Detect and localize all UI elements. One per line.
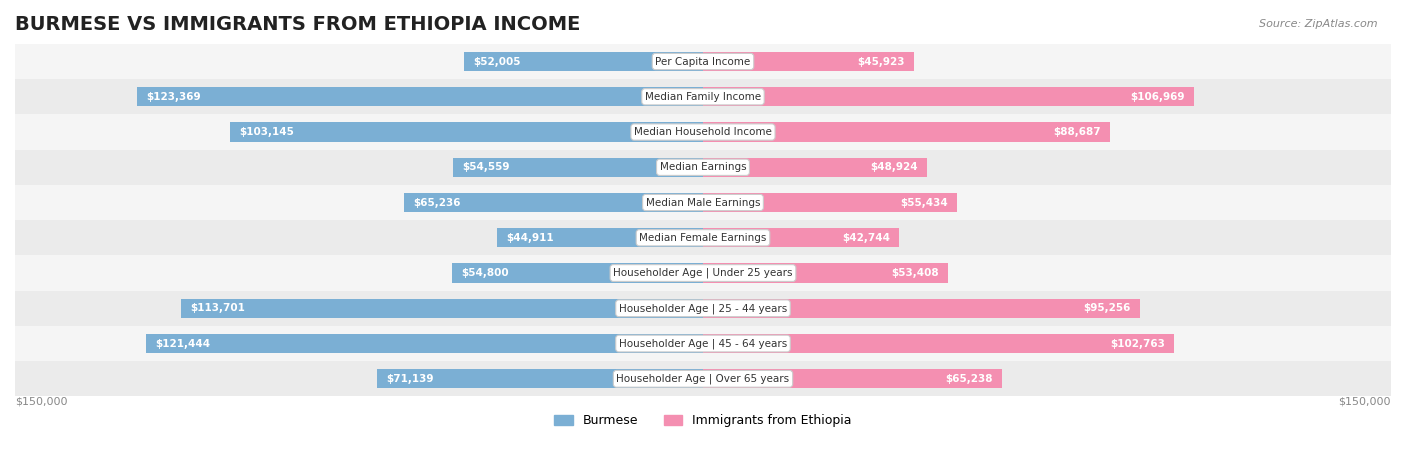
Bar: [146, 334, 703, 353]
Bar: [138, 87, 703, 106]
Bar: [451, 263, 703, 283]
Text: $53,408: $53,408: [891, 268, 939, 278]
Bar: [15, 114, 1391, 149]
Bar: [453, 157, 703, 177]
Bar: [15, 326, 1391, 361]
Text: $150,000: $150,000: [1339, 396, 1391, 406]
Bar: [464, 52, 703, 71]
Bar: [15, 44, 1391, 79]
Text: $55,434: $55,434: [900, 198, 948, 207]
Text: $54,559: $54,559: [463, 162, 509, 172]
Text: Householder Age | 45 - 64 years: Householder Age | 45 - 64 years: [619, 338, 787, 349]
Bar: [15, 361, 1391, 396]
Text: $65,238: $65,238: [946, 374, 993, 384]
Text: $106,969: $106,969: [1130, 92, 1184, 102]
Bar: [377, 369, 703, 389]
Text: Per Capita Income: Per Capita Income: [655, 57, 751, 66]
Bar: [231, 122, 703, 142]
Text: $52,005: $52,005: [474, 57, 522, 66]
Bar: [703, 298, 1140, 318]
Text: $150,000: $150,000: [15, 396, 67, 406]
Bar: [703, 87, 1194, 106]
Bar: [404, 193, 703, 212]
Bar: [703, 228, 898, 248]
Text: Median Earnings: Median Earnings: [659, 162, 747, 172]
Text: $42,744: $42,744: [842, 233, 890, 243]
Legend: Burmese, Immigrants from Ethiopia: Burmese, Immigrants from Ethiopia: [550, 410, 856, 432]
Text: Householder Age | Over 65 years: Householder Age | Over 65 years: [616, 374, 790, 384]
Bar: [15, 149, 1391, 185]
Bar: [703, 193, 957, 212]
Text: Source: ZipAtlas.com: Source: ZipAtlas.com: [1260, 19, 1378, 28]
Bar: [15, 255, 1391, 290]
Bar: [703, 157, 928, 177]
Text: BURMESE VS IMMIGRANTS FROM ETHIOPIA INCOME: BURMESE VS IMMIGRANTS FROM ETHIOPIA INCO…: [15, 15, 581, 34]
Bar: [703, 122, 1109, 142]
Text: Householder Age | Under 25 years: Householder Age | Under 25 years: [613, 268, 793, 278]
Text: $54,800: $54,800: [461, 268, 509, 278]
Bar: [15, 185, 1391, 220]
Bar: [181, 298, 703, 318]
Text: Median Household Income: Median Household Income: [634, 127, 772, 137]
Text: $123,369: $123,369: [146, 92, 201, 102]
Bar: [703, 52, 914, 71]
Text: Median Female Earnings: Median Female Earnings: [640, 233, 766, 243]
Text: $102,763: $102,763: [1111, 339, 1166, 348]
Text: $48,924: $48,924: [870, 162, 918, 172]
Text: $95,256: $95,256: [1084, 303, 1130, 313]
Text: $121,444: $121,444: [155, 339, 211, 348]
Bar: [496, 228, 703, 248]
Bar: [703, 369, 1002, 389]
Text: Householder Age | 25 - 44 years: Householder Age | 25 - 44 years: [619, 303, 787, 313]
Text: $71,139: $71,139: [385, 374, 433, 384]
Bar: [15, 79, 1391, 114]
Text: $113,701: $113,701: [191, 303, 246, 313]
Bar: [703, 334, 1174, 353]
Text: $103,145: $103,145: [239, 127, 294, 137]
Bar: [703, 263, 948, 283]
Text: $88,687: $88,687: [1053, 127, 1101, 137]
Text: Median Family Income: Median Family Income: [645, 92, 761, 102]
Text: Median Male Earnings: Median Male Earnings: [645, 198, 761, 207]
Text: $45,923: $45,923: [858, 57, 904, 66]
Text: $44,911: $44,911: [506, 233, 554, 243]
Bar: [15, 220, 1391, 255]
Text: $65,236: $65,236: [413, 198, 460, 207]
Bar: [15, 290, 1391, 326]
